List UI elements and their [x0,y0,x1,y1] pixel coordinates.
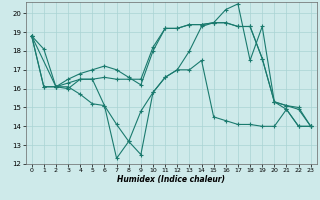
X-axis label: Humidex (Indice chaleur): Humidex (Indice chaleur) [117,175,225,184]
